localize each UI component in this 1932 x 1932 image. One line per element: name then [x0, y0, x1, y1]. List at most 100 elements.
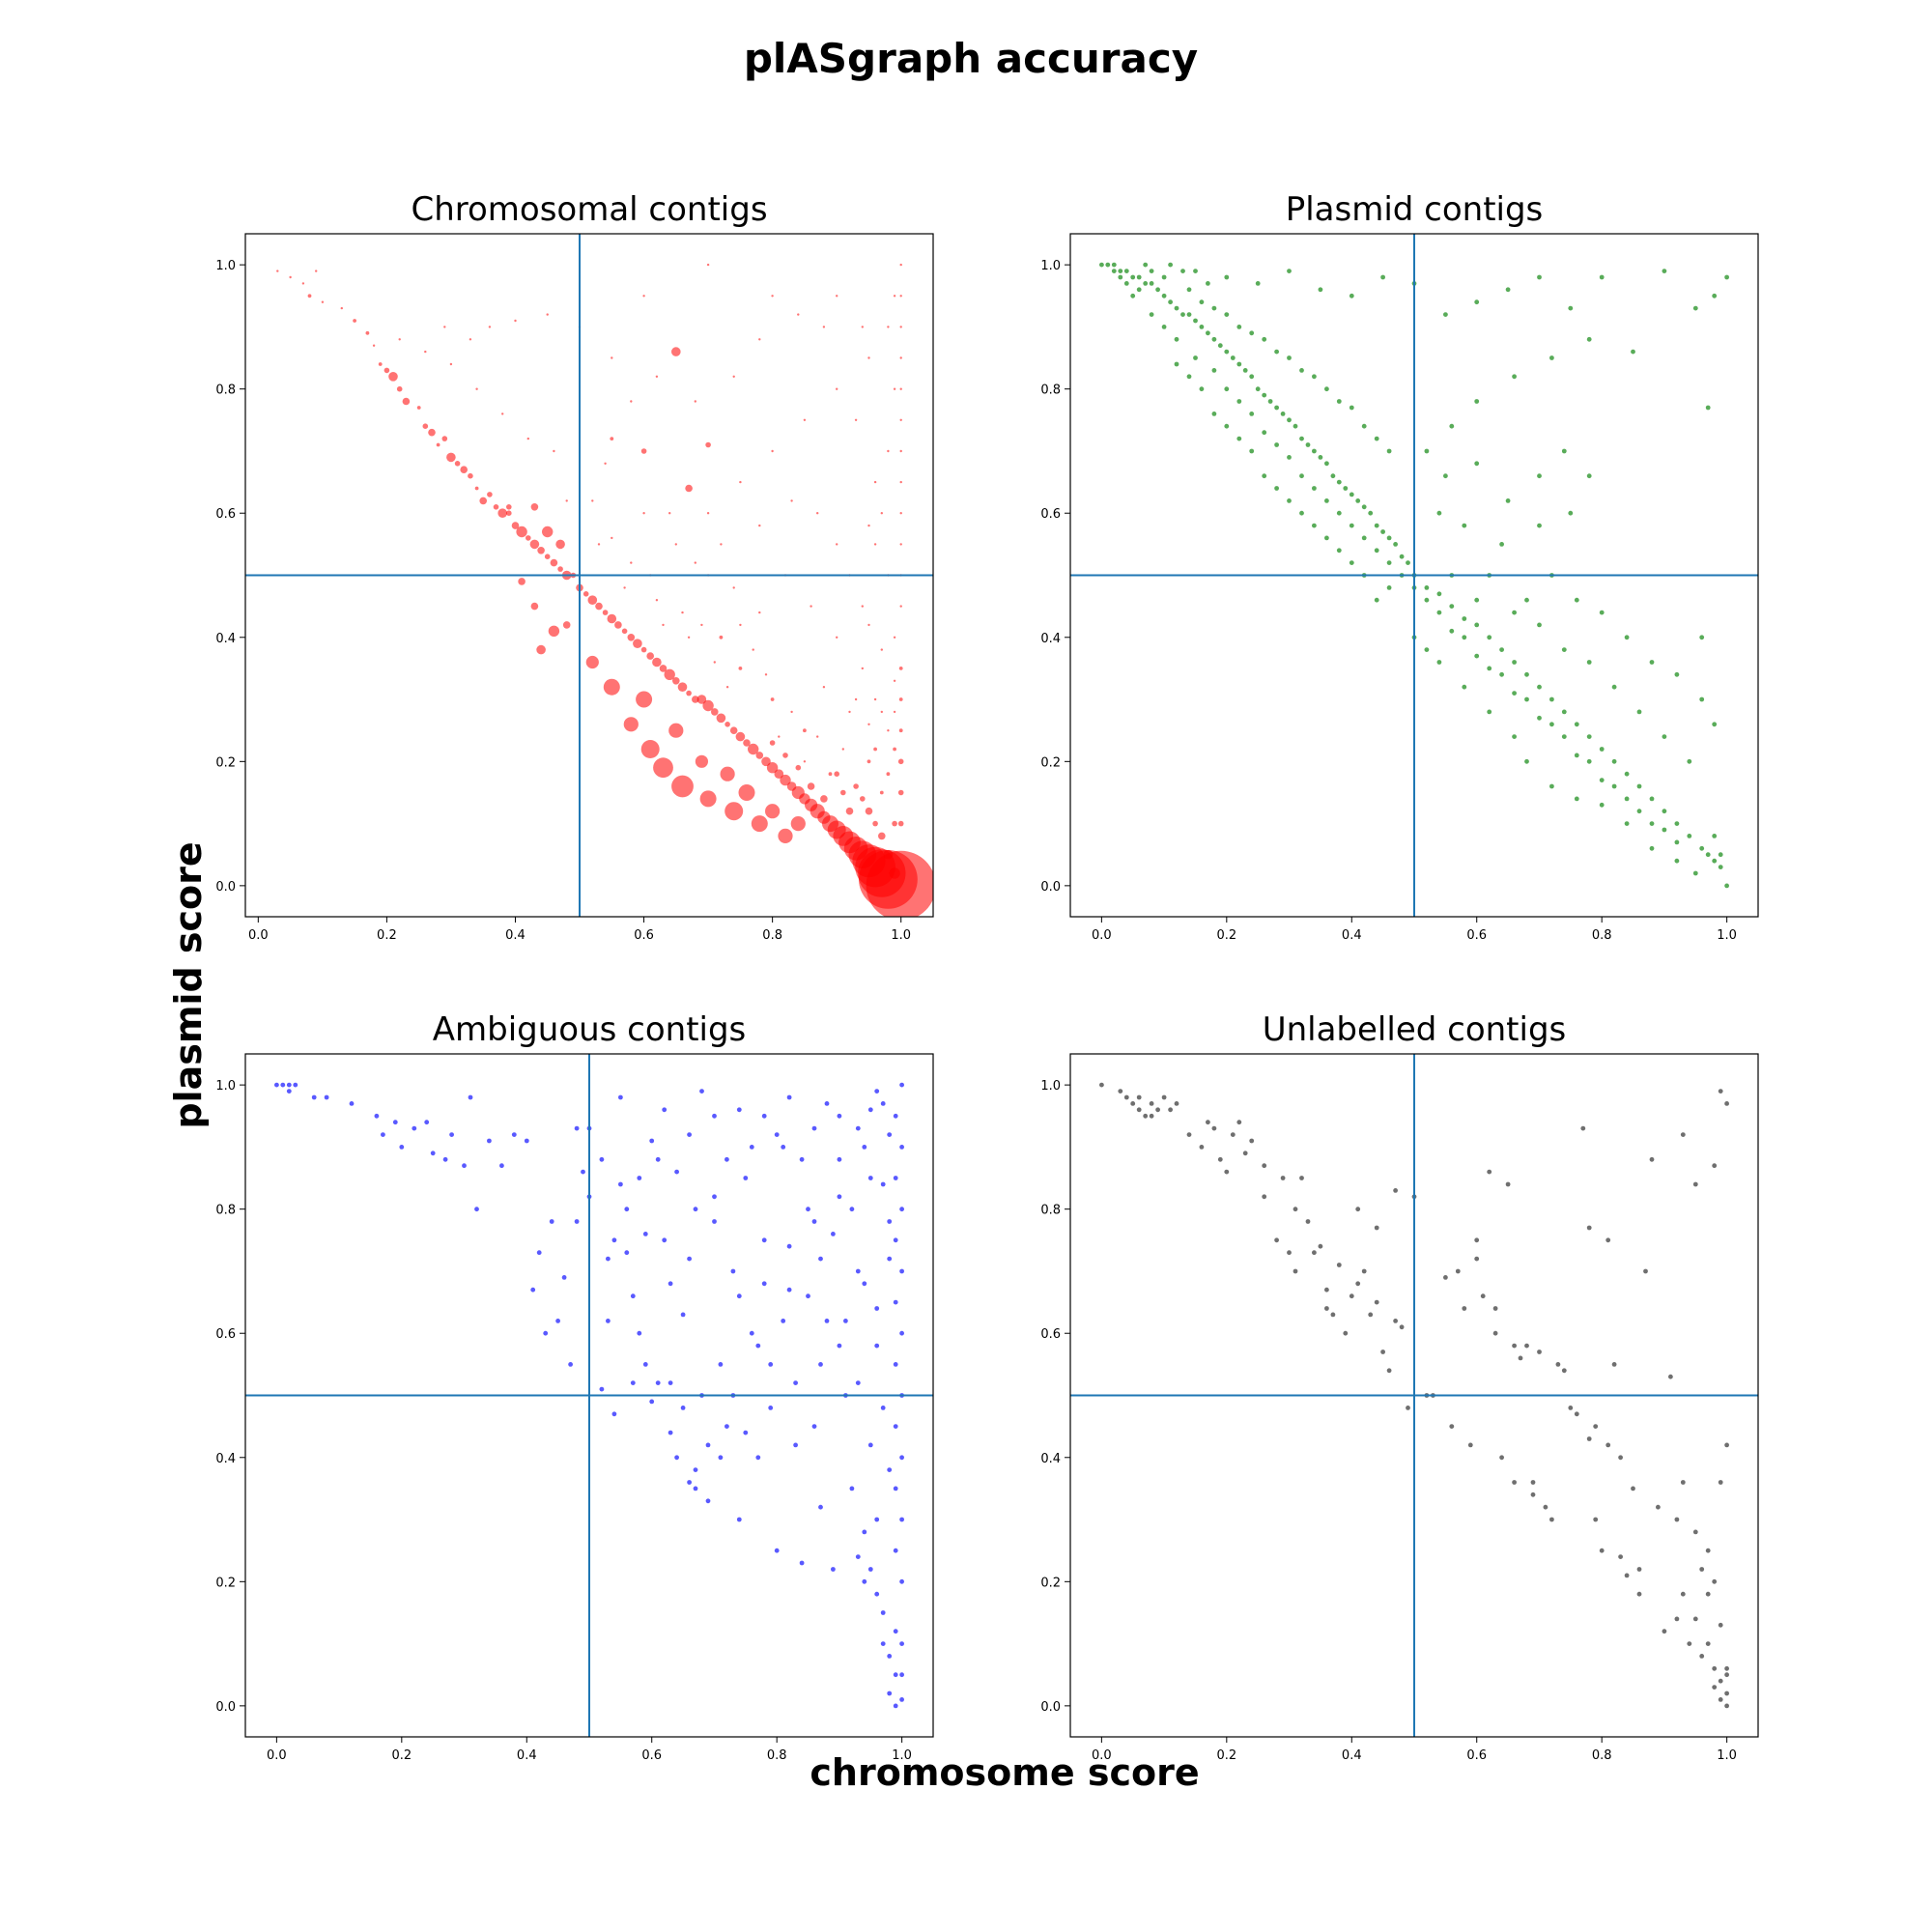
- data-point: [897, 789, 904, 796]
- x-tick-label: 0.0: [248, 928, 269, 943]
- data-point: [818, 1256, 823, 1262]
- data-point: [811, 1125, 817, 1131]
- data-point: [1274, 1237, 1279, 1243]
- data-point: [1424, 597, 1430, 603]
- data-point: [1174, 336, 1179, 342]
- data-point: [582, 591, 589, 597]
- data-point: [867, 623, 870, 627]
- data-point: [1236, 325, 1242, 329]
- data-point: [1249, 330, 1255, 336]
- data-point: [1199, 386, 1205, 392]
- data-point: [1624, 796, 1630, 802]
- data-point: [822, 686, 826, 689]
- data-point: [640, 646, 647, 653]
- data-point: [1299, 368, 1304, 373]
- data-point: [1224, 274, 1230, 280]
- scatter-points: [276, 263, 933, 917]
- data-point: [671, 775, 694, 798]
- data-point: [899, 418, 902, 421]
- data-point: [1312, 1250, 1317, 1256]
- x-tick-label: 0.8: [1592, 928, 1612, 943]
- data-point: [1662, 1629, 1667, 1634]
- y-tick-label: 0.4: [215, 1452, 236, 1466]
- data-point: [1674, 1616, 1680, 1622]
- data-point: [782, 753, 788, 758]
- data-point: [1537, 622, 1542, 628]
- data-point: [1636, 709, 1642, 715]
- data-point: [274, 1082, 279, 1088]
- data-point: [1512, 734, 1517, 739]
- data-point: [793, 1442, 798, 1448]
- data-point: [591, 499, 594, 502]
- data-point: [1674, 1517, 1680, 1522]
- y-tick-label: 0.2: [215, 1576, 236, 1590]
- data-point: [499, 1163, 504, 1169]
- data-point: [353, 319, 356, 323]
- data-point: [807, 782, 815, 790]
- data-point: [1324, 535, 1329, 541]
- data-point: [611, 1411, 617, 1417]
- data-point: [1349, 560, 1354, 565]
- data-point: [1649, 660, 1655, 665]
- data-point: [402, 397, 411, 406]
- data-point: [1193, 355, 1198, 360]
- data-point: [1674, 821, 1680, 826]
- data-point: [886, 772, 891, 777]
- plot-frame: [244, 1053, 934, 1738]
- data-point: [424, 1120, 430, 1125]
- data-point: [1180, 312, 1185, 317]
- data-point: [893, 1629, 898, 1634]
- data-point: [642, 1232, 648, 1236]
- data-point: [1274, 486, 1279, 491]
- data-point: [752, 648, 754, 651]
- data-point: [1699, 635, 1705, 640]
- data-point: [441, 436, 448, 441]
- data-point: [1599, 778, 1605, 782]
- data-point: [1499, 1455, 1504, 1461]
- data-point: [867, 356, 870, 359]
- data-point: [1230, 1132, 1236, 1137]
- data-point: [803, 418, 807, 421]
- data-point: [880, 1406, 886, 1410]
- data-point: [736, 1107, 742, 1113]
- data-point: [1692, 1529, 1698, 1535]
- data-point: [1262, 430, 1267, 436]
- data-point: [1705, 1548, 1711, 1553]
- data-point: [568, 1362, 573, 1367]
- scatter-points: [1099, 262, 1729, 889]
- data-point: [1287, 455, 1292, 460]
- data-point: [687, 1480, 692, 1485]
- data-point: [1499, 671, 1504, 677]
- data-point: [768, 1362, 774, 1367]
- data-point: [557, 566, 563, 572]
- data-point: [1374, 436, 1379, 441]
- data-point: [1593, 1424, 1599, 1429]
- data-point: [1299, 510, 1304, 516]
- data-point: [1443, 473, 1448, 479]
- data-point: [460, 466, 469, 474]
- data-point: [1656, 1504, 1661, 1510]
- data-point: [623, 586, 626, 589]
- data-point: [1712, 1685, 1718, 1690]
- data-point: [769, 740, 776, 746]
- data-point: [687, 636, 691, 639]
- data-point: [311, 1094, 317, 1100]
- data-point: [718, 1455, 724, 1461]
- data-point: [889, 867, 900, 879]
- data-point: [550, 558, 558, 567]
- data-point: [621, 628, 628, 635]
- y-tick-label: 0.4: [1040, 632, 1061, 646]
- y-tick-label: 1.0: [1040, 259, 1061, 273]
- data-point: [712, 1194, 717, 1200]
- data-point: [1293, 1207, 1298, 1212]
- data-point: [1374, 597, 1379, 603]
- data-point: [1487, 709, 1492, 715]
- data-point: [1393, 1188, 1398, 1193]
- data-point: [1236, 361, 1242, 367]
- data-point: [720, 543, 723, 546]
- data-point: [488, 326, 492, 328]
- data-point: [743, 1176, 749, 1180]
- data-point: [1161, 1094, 1167, 1100]
- x-tick-label: 0.2: [1216, 1748, 1236, 1763]
- data-point: [1174, 1101, 1179, 1106]
